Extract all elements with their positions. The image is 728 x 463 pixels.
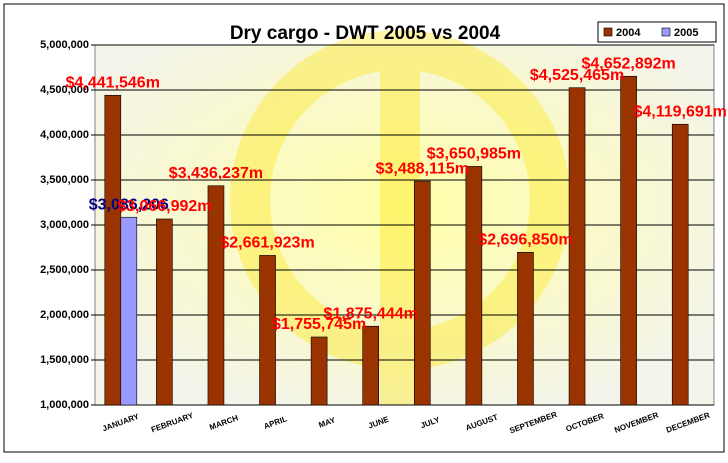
- bar: [413, 180, 431, 406]
- legend-swatch: [661, 27, 671, 37]
- bar: [671, 123, 689, 406]
- y-tick-label: 4,500,000: [40, 84, 89, 96]
- bar: [120, 216, 138, 406]
- bar: [104, 94, 122, 406]
- bar: [310, 336, 328, 406]
- legend: [597, 21, 717, 43]
- bar: [517, 251, 534, 406]
- bar: [568, 87, 586, 406]
- y-tick-label: 2,000,000: [40, 309, 89, 321]
- data-label: $3,650,985m: [427, 146, 521, 163]
- data-label: $3,066,992m: [117, 198, 211, 215]
- data-label: $2,661,923m: [220, 235, 314, 252]
- y-tick-label: 4,000,000: [40, 129, 89, 141]
- data-label: $3,436,237m: [169, 165, 263, 182]
- data-label: $4,441,546m: [66, 74, 160, 91]
- chart-title: Dry cargo - DWT 2005 vs 2004: [230, 23, 501, 44]
- data-label: $4,652,892m: [581, 55, 675, 72]
- y-tick-label: 3,000,000: [40, 219, 89, 231]
- y-tick-label: 2,500,000: [40, 264, 89, 276]
- bar: [156, 218, 173, 406]
- legend-swatch: [603, 27, 613, 37]
- bar: [620, 75, 637, 406]
- y-tick-label: 3,500,000: [40, 174, 89, 186]
- data-label: $1,755,745m: [272, 316, 366, 333]
- y-tick-label: 1,000,000: [40, 399, 89, 411]
- bar: [259, 255, 276, 406]
- legend-label: 2005: [674, 27, 698, 39]
- y-tick-label: 5,000,000: [40, 39, 89, 51]
- legend-label: 2004: [616, 27, 641, 39]
- y-tick-label: 1,500,000: [40, 354, 89, 366]
- bar: [465, 166, 483, 406]
- data-label: $2,696,850m: [478, 232, 572, 249]
- bar: [362, 325, 380, 406]
- data-label: $4,119,691m: [633, 103, 726, 120]
- data-label: $3,086,206: [89, 196, 169, 213]
- bar: [207, 185, 225, 406]
- data-label: $4,525,465m: [530, 67, 624, 84]
- background-logo: [230, 30, 570, 405]
- data-label: $1,875,444m: [324, 305, 418, 322]
- data-label: $3,488,115m: [376, 160, 469, 177]
